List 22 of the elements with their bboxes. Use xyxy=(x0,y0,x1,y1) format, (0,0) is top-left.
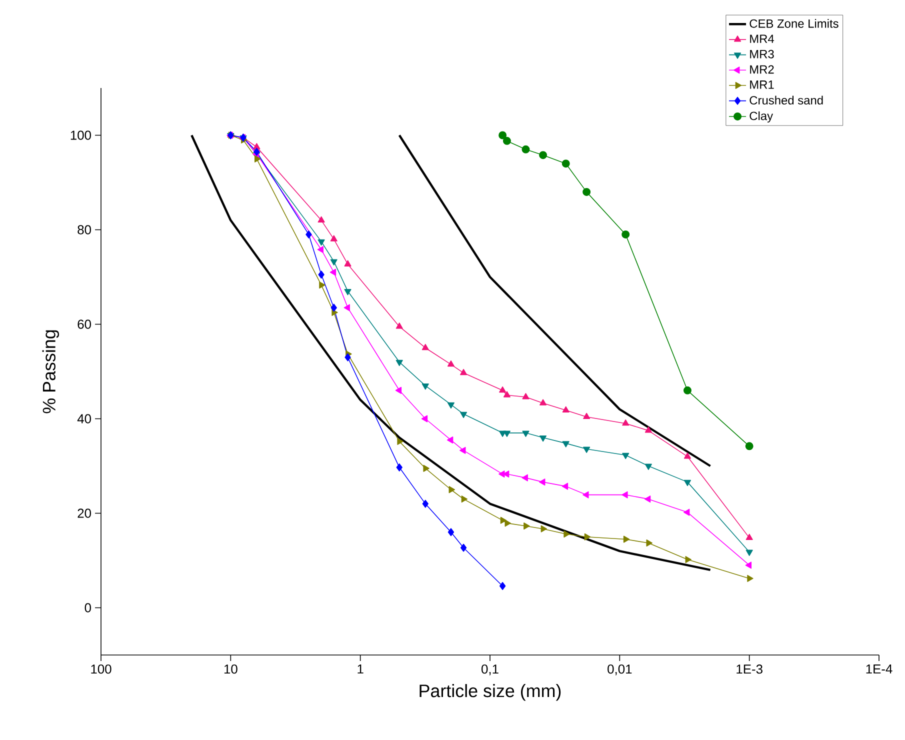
legend-label: Crushed sand xyxy=(750,96,823,105)
legend-label: Clay xyxy=(750,111,774,123)
legend-label: MR3 xyxy=(750,50,774,58)
legend-label: MR4 xyxy=(750,34,774,43)
y-tick-label: 100 xyxy=(70,130,92,140)
legend-label: CEB Zone Limits xyxy=(750,19,838,28)
x-tick-label: 1 xyxy=(358,664,364,674)
x-tick-label: 1E-3 xyxy=(736,664,762,674)
legend-label: MR2 xyxy=(750,65,774,74)
x-tick-label: 1E-4 xyxy=(866,664,892,674)
y-tick-label: 80 xyxy=(78,225,92,234)
x-tick-label: 100 xyxy=(91,664,112,674)
y-axis-title: % Passing xyxy=(42,330,60,414)
y-tick-label: 40 xyxy=(77,414,92,424)
x-axis-title: Particle size (mm) xyxy=(420,684,561,701)
x-tick-label: 10 xyxy=(224,664,238,674)
legend-label: MR1 xyxy=(750,80,774,89)
x-tick-label: 0,1 xyxy=(482,664,498,676)
y-tick-label: 0 xyxy=(84,603,92,612)
x-tick-label: 0,01 xyxy=(608,664,632,676)
y-tick-label: 60 xyxy=(78,320,92,329)
y-tick-label: 20 xyxy=(78,508,92,518)
